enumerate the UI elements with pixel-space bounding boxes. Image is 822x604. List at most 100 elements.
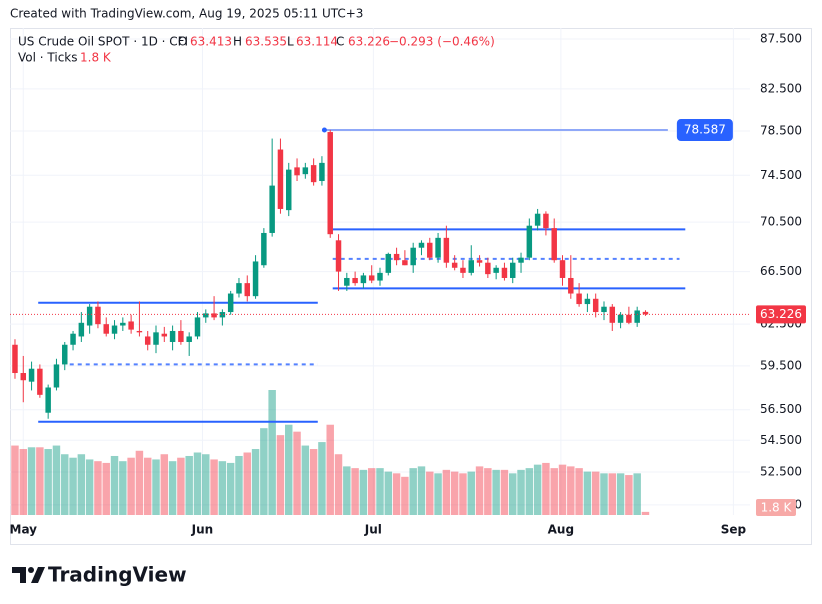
legend-value: 63.413 (190, 35, 232, 49)
candle-body (286, 169, 292, 211)
candle-body (128, 321, 134, 330)
volume-bar (268, 390, 276, 515)
volume-title: Vol · Ticks (18, 51, 78, 65)
candle-body (227, 293, 234, 313)
volume-bar (152, 459, 160, 515)
volume-bar (392, 473, 401, 515)
volume-bar (459, 473, 467, 515)
candle-body (576, 293, 582, 305)
y-tick-label: 82.500 (760, 81, 802, 95)
candle-body (310, 165, 317, 183)
candle-body (402, 260, 408, 266)
x-tick-label: Aug (548, 523, 574, 537)
volume-axis-label: 1.8 K (761, 501, 793, 515)
volume-bar (509, 473, 517, 515)
volume-bar (260, 428, 268, 515)
candle-body (534, 213, 541, 226)
volume-bar (102, 462, 110, 515)
volume-bar (442, 469, 451, 515)
candle-body (70, 333, 76, 345)
volume-bar (542, 462, 550, 515)
y-tick-label: 56.500 (760, 402, 802, 416)
level-label-box (676, 119, 733, 142)
candle-body (617, 314, 624, 323)
volume-bar (500, 469, 509, 515)
y-tick-label: 70.500 (760, 215, 802, 229)
volume-bar (575, 468, 583, 515)
volume-bar (243, 452, 251, 515)
candle-body (302, 167, 309, 175)
volume-bar (119, 461, 127, 515)
volume-bar (77, 454, 86, 515)
volume-bar (309, 449, 318, 515)
candle-body (626, 314, 632, 323)
volume-bar (85, 459, 94, 515)
volume-bar (36, 447, 44, 515)
volume-bar (625, 475, 633, 515)
candle-body (468, 260, 474, 273)
candle-body (53, 364, 60, 388)
y-tick-label: 59.500 (760, 358, 802, 372)
x-tick-label: Sep (721, 523, 747, 537)
volume-bar (583, 471, 592, 515)
candle-body (360, 275, 367, 284)
candle-body (551, 228, 557, 261)
legend-prefix: C (336, 35, 344, 49)
candle-body (45, 387, 51, 413)
volume-bar (525, 468, 534, 515)
volume-bar (351, 468, 359, 515)
header: Created with TradingView.com, Aug 19, 20… (10, 7, 363, 21)
candle-body (78, 322, 85, 337)
x-tick-label: Jun (191, 523, 214, 537)
candle-body (269, 185, 275, 233)
legend-title: US Crude Oil SPOT · 1D · CFI (18, 35, 188, 49)
volume-bar (202, 454, 210, 515)
candle-body (642, 311, 649, 315)
y-tick-label: 87.500 (760, 31, 802, 45)
volume-bar (600, 473, 608, 515)
volume-bar (426, 471, 434, 515)
candle-body (410, 247, 416, 266)
volume-bar (367, 468, 376, 515)
volume-bar (11, 445, 19, 515)
volume-bar (434, 473, 442, 515)
candle-body (634, 310, 640, 323)
volume-bar (193, 452, 202, 515)
volume-bar (160, 454, 169, 515)
volume-bar (608, 473, 617, 515)
candle-body (294, 167, 300, 176)
volume-bar (218, 461, 227, 515)
candle-body (136, 330, 143, 333)
candle-body (244, 283, 251, 297)
volume-bar (226, 462, 235, 515)
candle-body (186, 336, 192, 342)
volume-bar (326, 424, 334, 515)
candle-body (443, 237, 450, 263)
volume-bar (641, 511, 650, 515)
volume-bar (210, 459, 218, 515)
volume-bar (69, 457, 77, 515)
x-tick-label: May (10, 523, 38, 537)
x-tick-label: Jul (364, 523, 382, 537)
candle-body (526, 225, 533, 258)
volume-legend-value: 1.8 K (80, 51, 112, 65)
volume-bar (334, 454, 343, 515)
volume-bar (533, 464, 542, 515)
volume-bar (177, 457, 185, 515)
candle-body (568, 277, 574, 294)
candle-body (86, 306, 93, 326)
candle-body (178, 330, 184, 342)
y-tick-label: 78.500 (760, 123, 802, 137)
legend-prefix: H (233, 35, 242, 49)
y-tick-label: 52.500 (760, 464, 802, 478)
legend-prefix: O (178, 35, 187, 49)
candle-body (435, 237, 441, 258)
level-handle (321, 127, 327, 133)
candle-body (460, 267, 466, 273)
candle-body (194, 317, 201, 337)
candle-body (344, 277, 350, 286)
candle-body (592, 298, 599, 313)
candle-body (451, 262, 458, 268)
y-tick-label: 66.500 (760, 264, 802, 278)
